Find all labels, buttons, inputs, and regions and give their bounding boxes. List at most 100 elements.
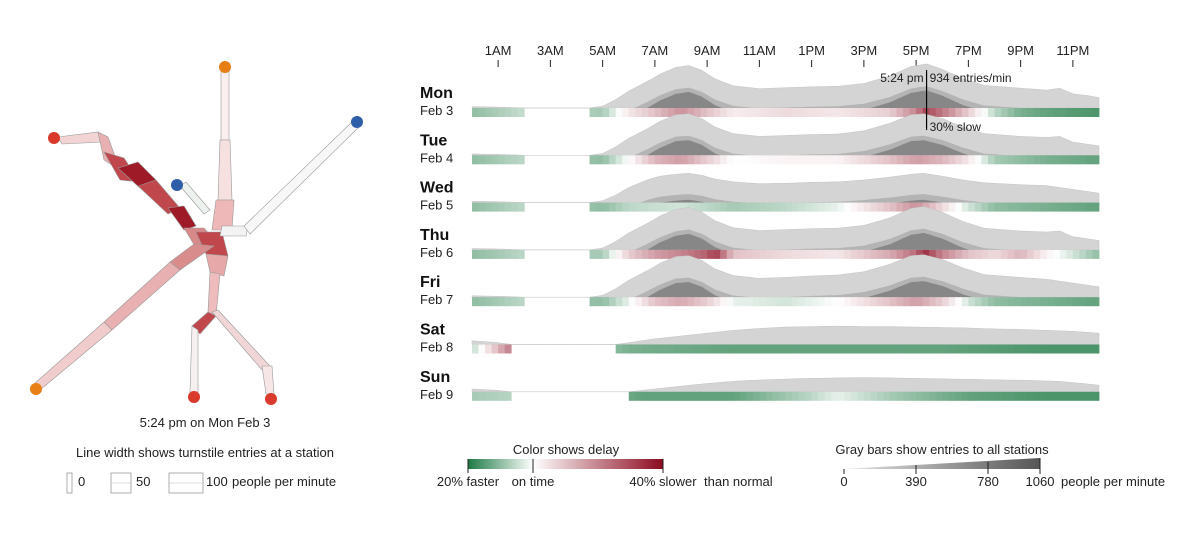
- delay-cell: [1027, 108, 1035, 117]
- delay-cell: [687, 155, 695, 165]
- delay-cell: [628, 202, 636, 212]
- map-segment: [211, 309, 271, 371]
- delay-cell: [909, 155, 917, 165]
- delay-cell: [674, 155, 682, 165]
- delay-cell: [929, 155, 937, 165]
- delay-cell: [1072, 108, 1080, 117]
- delay-cell: [648, 297, 656, 307]
- map-segment: [33, 321, 113, 391]
- delay-cell: [844, 391, 852, 401]
- delay-cell: [589, 202, 597, 212]
- delay-cell: [870, 344, 878, 354]
- delay-cell: [1046, 249, 1054, 259]
- delay-cell: [876, 391, 884, 401]
- delay-cell: [994, 344, 1002, 354]
- delay-cell: [1014, 391, 1022, 401]
- delay-cell: [654, 155, 662, 165]
- terminal-station: [219, 61, 231, 73]
- delay-cell: [694, 344, 701, 354]
- delay-cell: [1066, 202, 1074, 212]
- day-row: [471, 113, 1100, 165]
- delay-cell: [792, 108, 799, 117]
- delay-cell: [641, 202, 649, 212]
- map-segment: [219, 225, 249, 237]
- delay-cell: [792, 391, 799, 401]
- width-legend-title: Line width shows turnstile entries at a …: [76, 445, 334, 460]
- delay-cell: [687, 202, 695, 212]
- delay-cell: [863, 202, 871, 212]
- delay-cell: [896, 249, 904, 259]
- time-cursor[interactable]: 5:24 pm 934 entries/min 30% slow: [880, 70, 1012, 134]
- map-segment: [205, 253, 229, 277]
- delay-cell: [987, 108, 995, 117]
- delay-cell: [785, 297, 793, 307]
- delay-cell: [883, 249, 891, 259]
- delay-cell: [818, 344, 826, 354]
- delay-cell: [681, 155, 688, 165]
- delay-cell: [674, 202, 682, 212]
- delay-cell: [844, 297, 852, 307]
- delay-cell: [609, 249, 617, 259]
- delay-cell: [890, 108, 897, 117]
- delay-cell: [713, 391, 721, 401]
- delay-cell: [628, 108, 636, 117]
- delay-cell: [798, 297, 806, 307]
- delay-cell: [694, 108, 701, 117]
- delay-cell: [681, 249, 688, 259]
- red-line-trunk: [57, 131, 275, 395]
- delay-cell: [720, 108, 728, 117]
- delay-cell: [1033, 249, 1041, 259]
- delay-cell: [935, 391, 943, 401]
- delay-cell: [818, 108, 826, 117]
- delay-cell: [504, 202, 512, 212]
- delay-cell: [739, 344, 747, 354]
- day-row: [471, 63, 1100, 117]
- delay-cell: [602, 249, 610, 259]
- delay-cell: [485, 155, 492, 165]
- delay-cell: [687, 108, 695, 117]
- delay-cell: [504, 344, 512, 354]
- delay-cell: [589, 155, 597, 165]
- delay-cell: [772, 391, 780, 401]
- map-segment: [191, 311, 217, 335]
- delay-cell: [1053, 344, 1061, 354]
- delay-cell: [785, 202, 793, 212]
- delay-cell: [635, 249, 643, 259]
- entries-area: [471, 173, 1100, 203]
- delay-cell: [837, 249, 845, 259]
- delay-cell: [948, 391, 956, 401]
- delay-cell: [824, 344, 832, 354]
- delay-cell: [974, 297, 982, 307]
- delay-cell: [485, 297, 492, 307]
- delay-cell: [1046, 297, 1054, 307]
- delay-cell: [929, 202, 937, 212]
- delay-cell: [1001, 344, 1008, 354]
- delay-cell: [726, 249, 734, 259]
- delay-cell: [896, 297, 904, 307]
- delay-cell: [491, 344, 499, 354]
- delay-cell: [968, 202, 976, 212]
- delay-cell: [935, 249, 943, 259]
- delay-cell: [687, 391, 695, 401]
- delay-cell: [994, 202, 1002, 212]
- terminal-station: [188, 391, 200, 403]
- delay-cell: [1085, 155, 1093, 165]
- delay-cell: [746, 344, 754, 354]
- delay-cell: [961, 202, 969, 212]
- delay-cell: [661, 391, 669, 401]
- delay-cell: [602, 155, 610, 165]
- hour-tick-label: 11PM: [1056, 43, 1089, 58]
- delay-cell: [837, 297, 845, 307]
- delay-cell: [1092, 155, 1100, 165]
- day-name: Wed: [420, 180, 453, 197]
- delay-cell: [772, 344, 780, 354]
- delay-cell: [654, 202, 662, 212]
- delay-cell: [622, 108, 630, 117]
- delay-cell: [1040, 344, 1048, 354]
- delay-cell: [955, 344, 963, 354]
- delay-cell: [890, 297, 897, 307]
- delay-cell: [739, 155, 747, 165]
- day-row: [471, 206, 1100, 259]
- delay-cell: [942, 391, 950, 401]
- delay-cell: [504, 108, 512, 117]
